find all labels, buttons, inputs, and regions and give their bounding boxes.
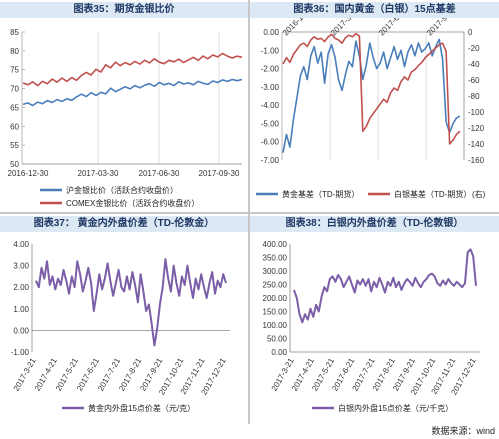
x-tick-label: 2017-9-30 [425, 18, 458, 37]
x-tick-label: 2016-12-30 [281, 18, 317, 37]
x-tick-label: 2017-03-30 [78, 169, 119, 178]
y-tick-label: 350.00 [263, 254, 288, 263]
y-tick-label: 1.00 [13, 305, 29, 314]
chart-37-svg: -1.000.001.002.003.004.002017-3-212017-4… [11, 240, 230, 413]
legend-gold-spread-label: 黄金内外盘15点价差（元/克） [88, 403, 195, 413]
y-left-tick-label: 0.00 [263, 28, 279, 37]
y-tick-label: 70 [10, 85, 19, 94]
y-tick-label: 400.00 [263, 240, 288, 249]
y-right-tick-label: -120 [468, 124, 485, 133]
x-tick-label: 2017-06-30 [139, 169, 180, 178]
y-tick-label: 300.00 [263, 267, 288, 276]
series-line-shfe [22, 78, 243, 107]
y-right-tick-label: -80 [468, 92, 480, 101]
data-source-note: 数据来源：wind [431, 426, 495, 436]
y-tick-label: 3.00 [13, 262, 29, 271]
chart-37-title: 图表37： 黄金内外盘价差（TD-伦敦金） [0, 216, 248, 232]
panel-chart-37: 图表37： 黄金内外盘价差（TD-伦敦金） -1.00 0.00 1.00 2.00 3… [0, 214, 248, 424]
chart-36-svg: 0.00 -1.00 -2.00 -3.00 -4.00 -5.00 -6.00 -7.00 0… [256, 18, 486, 199]
y-tick-label: 0.00 [271, 348, 287, 357]
y-tick-label: 60 [10, 122, 19, 131]
panel-chart-36: 图表36：国内黄金（白银）15点基差 0.00 -1.00 -2.00 -3.00 -4… [250, 0, 499, 212]
horizontal-divider [0, 212, 499, 214]
y-right-tick-label: 0 [468, 28, 473, 37]
y-tick-label: 85 [10, 28, 19, 37]
chart-38-title: 图表38：白银内外盘价差（TD-伦敦银） [250, 216, 499, 232]
axis-note-right: (右) [472, 189, 486, 199]
y-tick-label: 0.00 [13, 326, 29, 335]
series-line-gold-basis [282, 38, 461, 153]
y-tick-label: 100.00 [263, 321, 288, 330]
panel-chart-38: 图表38：白银内外盘价差（TD-伦敦银） 0.00 50.00 100.00 150.… [250, 214, 499, 424]
y-left-tick-label: -6.00 [261, 138, 280, 147]
y-tick-label: 150.00 [263, 308, 288, 317]
y-tick-label: 50 [10, 160, 19, 169]
y-left-tick-label: -1.00 [261, 46, 280, 55]
legend-comex-label: COMEX金银比价（活跃合约收盘价） [66, 198, 199, 208]
y-tick-label: 80 [10, 47, 19, 56]
chart-38-svg: 0.00 50.00 100.00 150.00 200.00 250.00 300.00 3… [263, 240, 480, 413]
chart-36-title: 图表36：国内黄金（白银）15点基差 [250, 2, 499, 18]
y-left-tick-label: -5.00 [261, 119, 280, 128]
legend-silver-spread-label: 白银内外盘15点价差（元/千克） [338, 403, 453, 413]
series-line-comex [22, 52, 243, 87]
y-tick-label: 4.00 [13, 240, 29, 249]
series-line-silver-spread [293, 248, 477, 324]
x-tick-label: 2017-6-30 [377, 18, 410, 37]
series-line-silver-basis [282, 32, 461, 145]
chart-35-svg: 50 55 60 65 70 75 80 85 2016-12-30 2017-03-30 2017… [8, 28, 243, 208]
legend-shfe-label: 沪金银比价（活跃合约收盘价） [66, 185, 178, 195]
legend-silver-basis-label: 白银基差（TD-期货） [394, 189, 471, 199]
y-tick-label: 75 [10, 66, 19, 75]
y-right-tick-label: -160 [468, 156, 485, 165]
series-line-gold-spread [35, 258, 227, 347]
y-right-tick-label: -60 [468, 76, 480, 85]
y-right-tick-label: -100 [468, 108, 485, 117]
y-right-tick-label: -40 [468, 60, 480, 69]
y-left-tick-label: -3.00 [261, 83, 280, 92]
y-tick-label: 55 [10, 141, 19, 150]
y-tick-label: 200.00 [263, 294, 288, 303]
chart-35-title: 图表35：期货金银比价 [0, 2, 248, 18]
y-tick-label: 2.00 [13, 283, 29, 292]
y-tick-label: 250.00 [263, 281, 288, 290]
y-left-tick-label: -7.00 [261, 156, 280, 165]
panel-chart-35: 图表35：期货金银比价 50 55 60 65 70 75 80 85 2016-12-30 20… [0, 0, 248, 212]
y-right-tick-label: -20 [468, 44, 480, 53]
y-left-tick-label: -2.00 [261, 65, 280, 74]
legend-gold-basis-label: 黄金基差（TD-期货） [282, 189, 359, 199]
y-tick-label: 65 [10, 103, 19, 112]
y-right-tick-label: -140 [468, 140, 485, 149]
y-left-tick-label: -4.00 [261, 101, 280, 110]
x-tick-label: 2017-09-30 [199, 169, 240, 178]
x-tick-label: 2016-12-30 [8, 169, 49, 178]
y-tick-label: -1.00 [11, 348, 30, 357]
y-tick-label: 50.00 [267, 335, 288, 344]
